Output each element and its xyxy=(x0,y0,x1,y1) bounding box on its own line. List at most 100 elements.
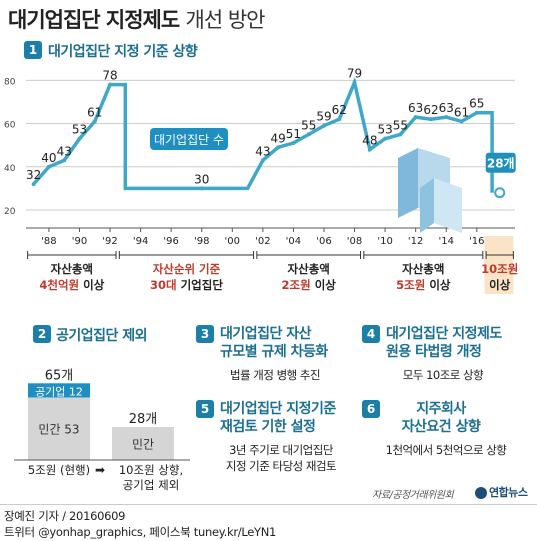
period-text-red: 30대 xyxy=(150,278,181,292)
period-line1: 자산총액 xyxy=(402,262,444,276)
data-label: 43 xyxy=(255,144,270,158)
x-tick-label: '08 xyxy=(347,236,362,247)
data-point xyxy=(62,158,67,163)
section6-label-line2: 자산요건 상향 xyxy=(401,419,481,435)
x-tick-label: '96 xyxy=(163,236,178,247)
period-line2: 5조원 이상 xyxy=(396,278,451,292)
building-shape xyxy=(398,148,418,218)
data-label: 55 xyxy=(393,118,408,132)
new-value-label: 28개 xyxy=(487,157,515,171)
period-text-red: 4천억원 xyxy=(39,278,83,292)
period-text: 자산총액 xyxy=(288,262,330,276)
data-label: 61 xyxy=(454,105,469,119)
series-callout xyxy=(150,128,228,150)
y-tick-label: 20 xyxy=(4,207,16,217)
period-text: 이상 xyxy=(429,278,451,292)
data-point xyxy=(291,141,296,145)
data-label: 40 xyxy=(41,151,56,165)
section5-sub: 3년 주기로 대기업집단 지정 기준 타당성 재검토 xyxy=(196,442,366,474)
data-point xyxy=(199,186,204,191)
data-label: 32 xyxy=(26,168,41,182)
period-line1: 자산총액 xyxy=(51,262,93,276)
data-point xyxy=(46,164,51,169)
data-label: 62 xyxy=(423,103,438,117)
section2-label: 공기업집단 제외 xyxy=(56,328,148,344)
x-tick-label: '90 xyxy=(72,236,87,247)
data-label: 65 xyxy=(469,97,484,111)
period-text: 이상 xyxy=(83,278,105,292)
section4-label: 대기업집단 지정제도 원용 타법령 개정 xyxy=(386,325,502,361)
section5-label-line2: 재검토 기한 설정 xyxy=(220,419,316,435)
x-tick-label: '12 xyxy=(408,236,423,247)
section6-sub: 1천억에서 5천억으로 상향 xyxy=(385,443,507,457)
data-label: 30 xyxy=(194,172,209,186)
x-tick-label: '94 xyxy=(133,236,148,247)
new-value-box xyxy=(485,152,516,173)
arrow-icon: ➡ xyxy=(95,463,105,477)
data-point xyxy=(398,132,403,137)
y-tick-label: 80 xyxy=(4,77,16,87)
period-text: 이상 xyxy=(489,278,511,292)
logo-text: 연합뉴스 xyxy=(489,486,528,499)
data-label: 43 xyxy=(57,144,72,158)
data-label: 53 xyxy=(377,123,392,137)
bar2-caption-line2: 공기업 제외 xyxy=(123,478,180,492)
section4-sub: 모두 10조로 상향 xyxy=(402,368,484,382)
bar1-total: 65개 xyxy=(45,368,74,383)
data-point xyxy=(474,110,479,115)
period-line1: 자산순위 기준 xyxy=(153,262,221,276)
period-text: 자산총액 xyxy=(51,262,93,276)
page-title: 대기업집단 지정제도 개선 방안 xyxy=(8,4,266,34)
bar1-public-label: 공기업 12 xyxy=(35,385,83,398)
data-point xyxy=(383,136,388,141)
title-bold: 대기업집단 지정제도 xyxy=(8,8,180,32)
section6-number: 6 xyxy=(362,400,380,418)
data-point xyxy=(276,145,281,150)
data-label: 55 xyxy=(301,118,316,132)
bar2-total: 28개 xyxy=(129,412,158,427)
section5-sub-line1: 3년 주기로 대기업집단 xyxy=(229,443,333,457)
period-text: 자산총액 xyxy=(402,262,444,276)
data-point xyxy=(459,119,464,124)
data-point xyxy=(77,136,82,141)
section1-label: 대기업집단 지정 기준 상향 xyxy=(48,44,198,60)
data-point xyxy=(367,147,372,152)
x-tick-label: '92 xyxy=(102,236,117,247)
x-tick-label: '02 xyxy=(255,236,270,247)
section3-label-line2: 규모별 규제 차등화 xyxy=(220,344,328,360)
period-text: 기업집단 xyxy=(181,278,224,292)
period-line1: 10조원 xyxy=(481,262,518,276)
data-label: 59 xyxy=(316,110,331,124)
data-label: 63 xyxy=(439,101,454,115)
highlight-band xyxy=(484,236,514,294)
series-callout-label: 대기업집단 수 xyxy=(154,133,224,147)
data-label: 48 xyxy=(362,133,377,147)
section4-number: 4 xyxy=(362,325,380,343)
title-light: 개선 방안 xyxy=(185,8,266,32)
data-point xyxy=(444,115,449,120)
section3-number: 3 xyxy=(196,325,214,343)
data-point xyxy=(428,117,433,122)
x-tick-label: '10 xyxy=(377,236,392,247)
data-point xyxy=(31,182,36,187)
data-point xyxy=(108,82,113,87)
data-label: 78 xyxy=(102,69,117,83)
section3-label-line1: 대기업집단 자산 xyxy=(220,326,312,342)
section2-number: 2 xyxy=(33,325,51,343)
data-point xyxy=(306,132,311,137)
y-tick-label: 40 xyxy=(4,164,16,174)
building-icon xyxy=(398,148,462,233)
data-point xyxy=(321,123,326,128)
footer-social: 트위터 @yonhap_graphics, 페이스북 tuney.kr/LeYN… xyxy=(4,525,277,539)
infographic-frame: 대기업집단 지정제도 개선 방안 1 대기업집단 지정 기준 상향 20 40 60… xyxy=(0,4,537,505)
period-text-red: 10조원 xyxy=(481,262,518,276)
building-shape xyxy=(420,178,434,233)
data-point xyxy=(352,80,357,85)
period-line1: 자산총액 xyxy=(288,262,330,276)
section4-label-line2: 원용 타법령 개정 xyxy=(386,344,482,360)
section5-label-line1: 대기업집단 지정기준 xyxy=(220,401,336,417)
y-tick-label: 60 xyxy=(4,121,16,131)
bar1-public xyxy=(28,383,90,398)
bar2-private xyxy=(112,426,174,460)
